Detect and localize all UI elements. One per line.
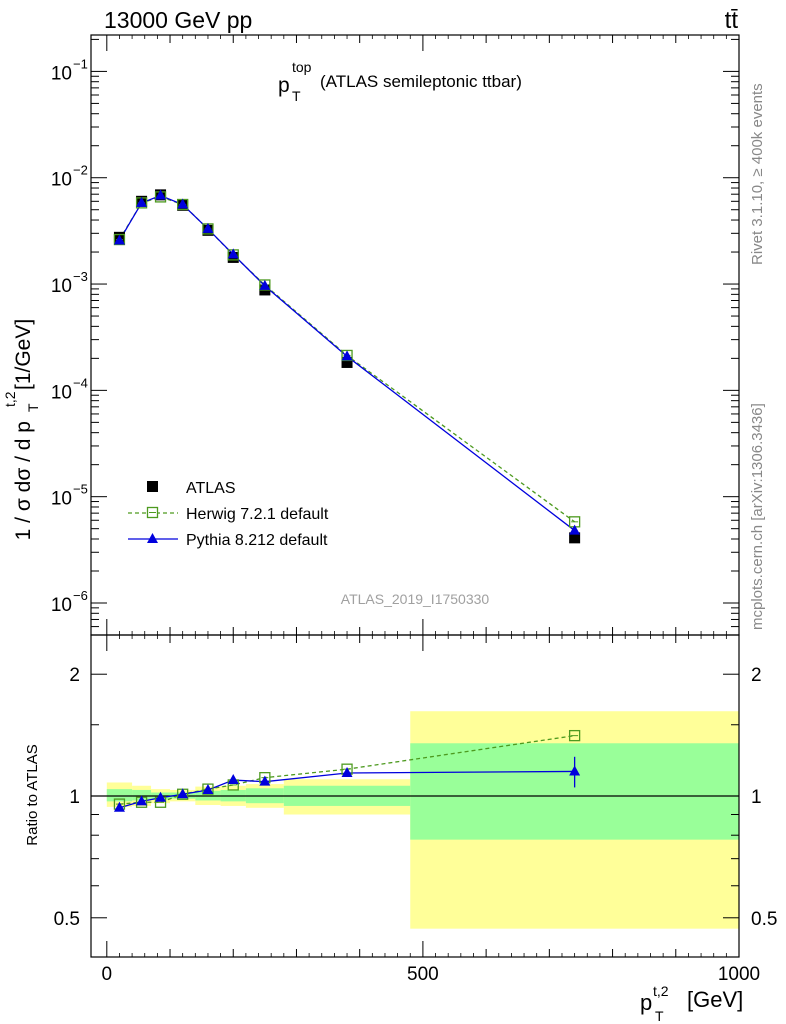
header-left: 13000 GeV pp	[104, 7, 252, 33]
pythia-point	[259, 279, 271, 290]
rivet-label: Rivet 3.1.10, ≥ 400k events	[749, 83, 766, 265]
main-y-ticks: 10−610−510−410−310−210−1	[51, 38, 739, 636]
pythia-point	[155, 189, 167, 200]
pythia-point	[177, 198, 189, 209]
main-ytick-exponent: −6	[73, 588, 88, 603]
ratio-y-ticks: 0.5 0.5 1 1 2 2	[54, 665, 778, 930]
ratio-xtick-label: 500	[407, 964, 439, 985]
ratio-series	[113, 729, 581, 812]
legend-label-pythia: Pythia 8.212 default	[186, 532, 328, 549]
pythia-point	[202, 222, 214, 233]
legend-marker-atlas	[147, 481, 158, 492]
pythia-point	[113, 234, 125, 245]
main-panel: 10−610−510−410−310−210−1 p top T (ATLAS …	[2, 34, 740, 636]
main-ytick-exponent: −2	[73, 163, 88, 178]
legend-marker-pythia	[147, 533, 158, 543]
main-ytick-exponent: −1	[73, 56, 88, 71]
ratio-stat-band	[106, 789, 133, 802]
legend-label-herwig: Herwig 7.2.1 default	[186, 506, 329, 523]
ratio-herwig-point	[568, 729, 581, 742]
ratio-ytick-label: 1	[69, 787, 80, 808]
ratio-ytick-label-right: 1	[751, 787, 762, 808]
header-right: tt̄	[725, 7, 739, 34]
mcplots-label: mcplots.cern.ch [arXiv:1306.3436]	[749, 403, 766, 630]
ylabel-unit: [1/GeV]	[12, 319, 35, 390]
main-x-ticks	[106, 35, 740, 635]
main-ytick-exponent: −4	[73, 375, 88, 390]
ratio-ytick-label-right: 0.5	[751, 909, 777, 930]
main-ytick-label: 10	[51, 382, 72, 403]
pythia-point	[227, 248, 239, 259]
ratio-panel: 0.5 0.5 1 1 2 2 0 500 1000 Ratio to ATLAS p t,2…	[24, 634, 778, 1024]
ratio-ylabel: Ratio to ATLAS	[24, 744, 41, 845]
ratio-pythia-point	[202, 783, 214, 794]
xlabel-sup: t,2	[653, 983, 669, 999]
main-ytick-label: 10	[51, 595, 72, 616]
main-ytick-label: 10	[51, 63, 72, 84]
main-title: p	[278, 74, 290, 97]
legend: ATLAS Herwig 7.2.1 default Pythia 8.212 …	[128, 480, 329, 549]
title-sup: top	[292, 59, 312, 75]
main-ytick-label: 10	[51, 170, 72, 191]
ratio-x-ticks: 0 500 1000	[102, 635, 760, 985]
ylabel-sup: t,2	[2, 391, 18, 407]
ratio-bands	[106, 711, 739, 929]
ratio-herwig-line	[119, 734, 575, 805]
ratio-pythia-point	[227, 774, 239, 785]
main-ytick-exponent: −3	[73, 269, 88, 284]
xlabel-main: p	[640, 990, 652, 1015]
legend-label-atlas: ATLAS	[186, 480, 236, 497]
main-ytick-label: 10	[51, 276, 72, 297]
pythia-point	[569, 524, 581, 535]
ylabel-sub: T	[25, 403, 41, 412]
main-ytick-exponent: −5	[73, 482, 88, 497]
ratio-pythia-point	[155, 791, 167, 802]
ratio-ytick-label: 0.5	[54, 909, 80, 930]
pythia-point	[136, 196, 148, 207]
ratio-pythia-point	[177, 788, 189, 799]
title-sub: T	[292, 88, 301, 104]
title-rest: (ATLAS semileptonic ttbar)	[320, 72, 522, 91]
ratio-ytick-label: 2	[69, 665, 80, 686]
main-series	[113, 189, 581, 544]
ratio-pythia-point	[259, 775, 271, 786]
ratio-ytick-label-right: 2	[751, 665, 762, 686]
ratio-pythia-point	[569, 765, 581, 776]
atlas-point	[341, 356, 353, 368]
ratio-pythia-point	[136, 795, 148, 806]
ratio-pythia-point	[113, 801, 125, 812]
ylabel-main: 1 / σ dσ / d p	[12, 421, 35, 540]
analysis-watermark: ATLAS_2019_I1750330	[341, 591, 490, 607]
pythia-point	[341, 350, 353, 361]
xlabel-unit: [GeV]	[687, 987, 743, 1012]
atlas-point	[569, 532, 581, 544]
ratio-pythia-point	[341, 766, 353, 777]
ratio-xtick-label: 0	[102, 964, 113, 985]
ratio-xlabel: p t,2 T [GeV]	[640, 983, 743, 1024]
main-ytick-label: 10	[51, 489, 72, 510]
ratio-xtick-label: 1000	[718, 964, 760, 985]
ratio-stat-band	[132, 789, 152, 801]
title-p: p	[278, 74, 290, 97]
xlabel-sub: T	[655, 1008, 664, 1024]
main-ylabel: 1 / σ dσ / d p t,2 T [1/GeV]	[2, 319, 41, 541]
